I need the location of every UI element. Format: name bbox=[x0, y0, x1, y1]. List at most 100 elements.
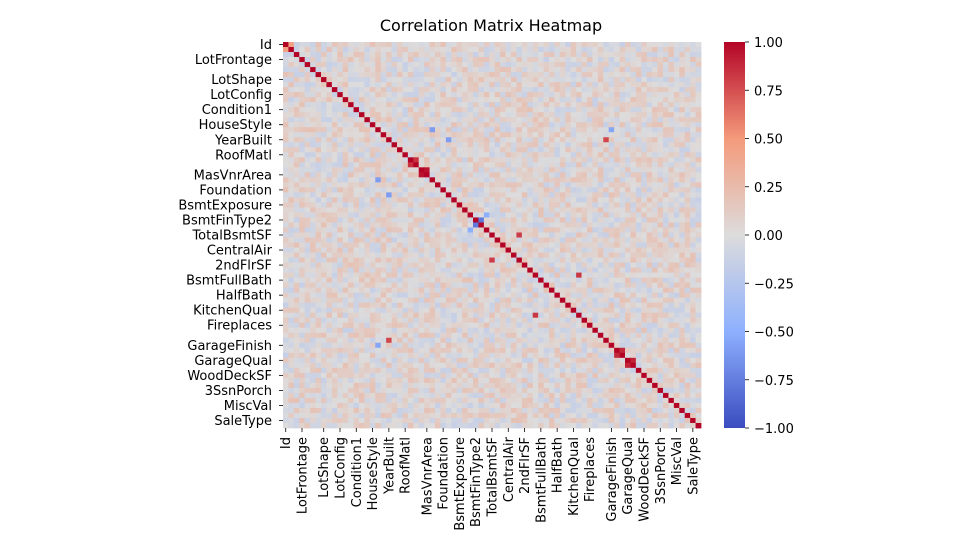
heatmap-cell bbox=[554, 122, 561, 128]
heatmap-cell bbox=[576, 122, 582, 128]
heatmap-cell bbox=[462, 57, 468, 63]
heatmap-cell bbox=[380, 182, 387, 188]
heatmap-cell bbox=[521, 132, 528, 138]
heatmap-cell bbox=[304, 72, 311, 78]
heatmap-cell bbox=[315, 177, 322, 183]
heatmap-cell bbox=[467, 232, 474, 238]
heatmap-cell bbox=[576, 227, 582, 233]
heatmap-cell bbox=[635, 302, 642, 309]
heatmap-cell bbox=[342, 187, 349, 193]
heatmap-cell bbox=[500, 197, 506, 203]
heatmap-cell bbox=[592, 317, 599, 324]
heatmap-cell bbox=[331, 342, 338, 349]
heatmap-cell bbox=[663, 262, 669, 268]
heatmap-cell bbox=[663, 187, 669, 193]
heatmap-cell bbox=[608, 167, 615, 173]
heatmap-cell bbox=[283, 42, 289, 48]
heatmap-cell bbox=[538, 282, 544, 289]
heatmap-cell bbox=[375, 77, 382, 83]
heatmap-cell bbox=[543, 192, 550, 198]
heatmap-cell bbox=[288, 82, 295, 88]
heatmap-cell bbox=[592, 152, 599, 158]
heatmap-cell bbox=[538, 102, 544, 108]
heatmap-cell bbox=[342, 167, 349, 173]
heatmap-cell bbox=[597, 282, 604, 289]
heatmap-cell bbox=[625, 77, 631, 83]
heatmap-cell bbox=[570, 157, 577, 163]
heatmap-cell bbox=[473, 112, 479, 118]
heatmap-cell bbox=[326, 112, 333, 118]
heatmap-cell bbox=[527, 152, 534, 158]
heatmap-cell bbox=[646, 217, 653, 223]
heatmap-cell bbox=[315, 122, 322, 128]
heatmap-cell bbox=[293, 82, 300, 88]
heatmap-cell bbox=[315, 297, 322, 304]
heatmap-cell bbox=[337, 47, 344, 53]
heatmap-cell bbox=[652, 152, 658, 158]
heatmap-cell bbox=[386, 82, 392, 88]
heatmap-cell bbox=[364, 197, 371, 203]
heatmap-cell bbox=[380, 82, 387, 88]
heatmap-cell bbox=[321, 267, 327, 273]
heatmap-cell bbox=[337, 242, 344, 248]
heatmap-cell bbox=[625, 262, 631, 268]
heatmap-cell bbox=[619, 142, 626, 148]
heatmap-cell bbox=[489, 362, 496, 369]
heatmap-cell bbox=[549, 112, 555, 118]
heatmap-cell bbox=[576, 162, 582, 168]
heatmap-cell bbox=[652, 262, 658, 268]
heatmap-cell bbox=[690, 302, 696, 309]
heatmap-cell bbox=[467, 322, 474, 329]
heatmap-cell bbox=[473, 242, 479, 248]
heatmap-cell bbox=[462, 227, 468, 233]
heatmap-cell bbox=[657, 157, 664, 163]
heatmap-cell bbox=[668, 257, 675, 263]
heatmap-cell bbox=[364, 212, 371, 218]
heatmap-cell bbox=[445, 112, 452, 118]
heatmap-cell bbox=[657, 342, 664, 349]
heatmap-cell bbox=[424, 232, 430, 238]
heatmap-cell bbox=[359, 272, 365, 279]
heatmap-cell bbox=[641, 217, 648, 223]
heatmap-cell bbox=[413, 317, 420, 324]
heatmap-cell bbox=[511, 117, 517, 123]
heatmap-cell bbox=[283, 82, 289, 88]
heatmap-cell bbox=[543, 177, 550, 183]
heatmap-cell bbox=[304, 287, 311, 294]
heatmap-cell bbox=[359, 317, 365, 324]
heatmap-cell bbox=[473, 72, 479, 78]
heatmap-cell bbox=[440, 227, 447, 233]
heatmap-cell bbox=[473, 347, 479, 354]
heatmap-cell bbox=[397, 257, 403, 263]
heatmap-cell bbox=[652, 252, 658, 258]
heatmap-cell bbox=[353, 77, 360, 83]
heatmap-cell bbox=[321, 202, 327, 208]
heatmap-cell bbox=[375, 92, 382, 98]
heatmap-cell bbox=[532, 252, 539, 258]
heatmap-cell bbox=[500, 127, 506, 133]
heatmap-cell bbox=[342, 302, 349, 309]
heatmap-cell bbox=[511, 112, 517, 118]
heatmap-cell bbox=[663, 167, 669, 173]
heatmap-cell bbox=[559, 82, 566, 88]
heatmap-cell bbox=[462, 272, 468, 279]
heatmap-cell bbox=[321, 287, 327, 294]
heatmap-cell bbox=[549, 172, 555, 178]
heatmap-cell bbox=[418, 157, 425, 163]
heatmap-cell bbox=[657, 237, 664, 243]
heatmap-cell bbox=[288, 107, 295, 113]
heatmap-cell bbox=[326, 342, 333, 349]
heatmap-cell bbox=[348, 117, 354, 123]
heatmap-cell bbox=[315, 232, 322, 238]
heatmap-cell bbox=[288, 142, 295, 148]
heatmap-cell bbox=[603, 267, 610, 273]
heatmap-cell bbox=[668, 242, 675, 248]
heatmap-cell bbox=[576, 287, 582, 294]
heatmap-cell bbox=[435, 307, 441, 314]
heatmap-cell bbox=[315, 187, 322, 193]
heatmap-cell bbox=[538, 172, 544, 178]
heatmap-cell bbox=[451, 132, 458, 138]
heatmap-cell bbox=[369, 322, 376, 329]
heatmap-cell bbox=[500, 242, 506, 248]
heatmap-cell bbox=[326, 232, 333, 238]
